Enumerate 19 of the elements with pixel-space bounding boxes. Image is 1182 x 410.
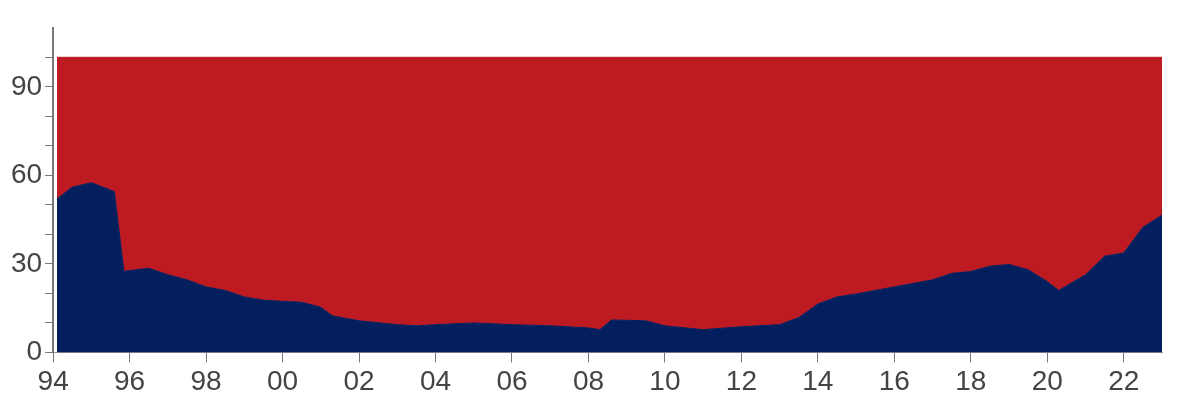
x-tick-label: 94 [37,364,69,396]
x-tick-label: 12 [725,364,757,396]
x-tick-label: 10 [649,364,681,396]
x-tick-label: 98 [190,364,222,396]
x-tick-label: 06 [496,364,528,396]
y-tick-label: 90 [10,69,43,101]
y-tick-label: 30 [10,246,43,278]
x-tick-label: 22 [1108,364,1140,396]
y-tick-label: 0 [26,335,43,367]
x-tick-label: 02 [343,364,375,396]
x-tick-label: 18 [955,364,987,396]
x-tick-label: 96 [114,364,146,396]
x-tick-label: 16 [878,364,910,396]
x-tick-label: 00 [266,364,299,396]
x-tick-label: 04 [419,364,452,396]
y-tick-label: 60 [10,158,43,190]
x-tick-label: 08 [572,364,605,396]
x-tick-label: 14 [802,364,834,396]
x-tick-label: 20 [1031,364,1063,396]
